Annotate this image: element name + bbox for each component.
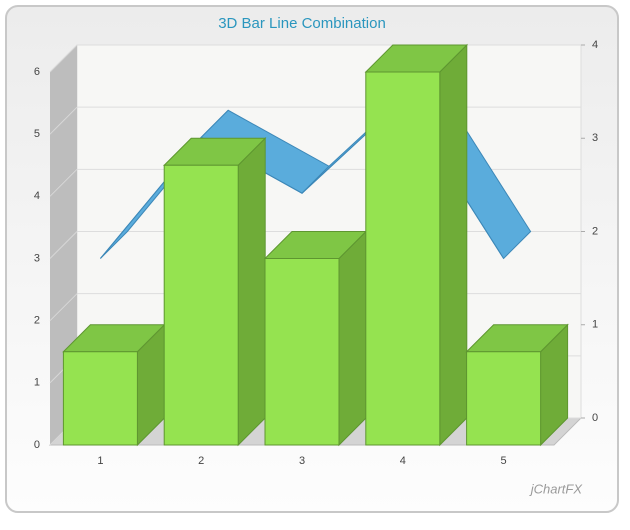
y-tick-label: 4 bbox=[34, 190, 40, 202]
y-tick-label: 2 bbox=[34, 315, 40, 327]
wall-grid-line bbox=[49, 106, 78, 135]
wall-grid-line bbox=[49, 293, 78, 322]
wall-grid-line bbox=[49, 44, 78, 73]
bar bbox=[466, 351, 542, 446]
y2-tick-label: 3 bbox=[592, 132, 598, 144]
bar bbox=[62, 351, 138, 446]
y-tick-label: 6 bbox=[34, 66, 40, 78]
x-tick-label: 1 bbox=[97, 455, 103, 467]
bar-side bbox=[338, 230, 367, 447]
y2-tick-label: 1 bbox=[592, 319, 598, 331]
x-tick-label: 5 bbox=[501, 455, 507, 467]
wall-grid-line bbox=[49, 168, 78, 197]
bar bbox=[163, 164, 239, 446]
y-tick-label: 3 bbox=[34, 252, 40, 264]
bar-side bbox=[439, 43, 468, 447]
bar bbox=[365, 71, 441, 446]
wall-grid-line bbox=[49, 231, 78, 259]
watermark: jChartFX bbox=[529, 481, 584, 496]
bar bbox=[264, 258, 340, 446]
y2-tick-label: 4 bbox=[592, 39, 598, 51]
y-tick-label: 5 bbox=[34, 128, 40, 140]
y2-tick-label: 2 bbox=[592, 225, 598, 237]
x-tick-label: 4 bbox=[400, 455, 406, 467]
y2-tick-label: 0 bbox=[592, 412, 598, 424]
x-tick-label: 3 bbox=[299, 455, 305, 467]
y-tick-label: 0 bbox=[34, 439, 40, 451]
chart-title: 3D Bar Line Combination bbox=[218, 15, 386, 32]
y-tick-label: 1 bbox=[34, 377, 40, 389]
bar-side bbox=[237, 137, 266, 447]
x-tick-label: 2 bbox=[198, 455, 204, 467]
plot-area: 0 1 2 3 4 5 6 0 1 2 3 4 1 2 3 4 5 bbox=[34, 39, 598, 467]
